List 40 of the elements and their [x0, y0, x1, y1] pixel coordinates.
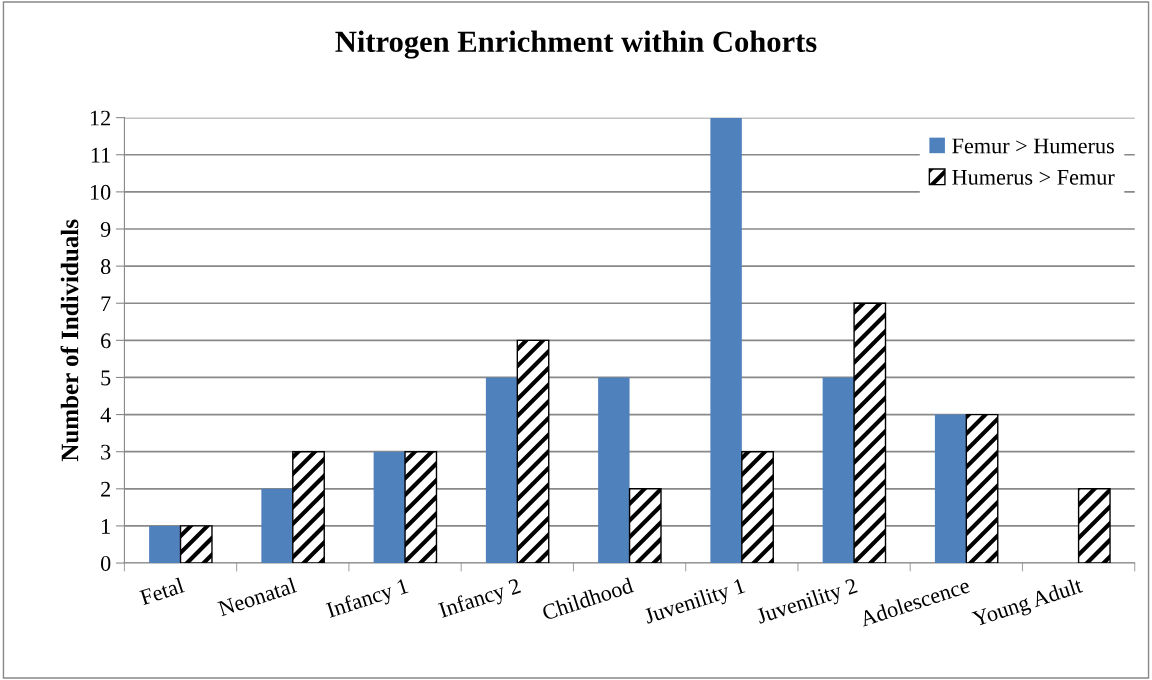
bar — [822, 377, 855, 564]
y-axis-title: Number of Individuals — [60, 219, 79, 462]
y-tick-label: 6 — [101, 333, 111, 349]
y-tick-label: 9 — [100, 221, 111, 237]
y-tick-label: 10 — [90, 184, 111, 200]
bar — [934, 414, 967, 564]
bar — [485, 377, 518, 564]
bar — [965, 413, 999, 564]
bar — [261, 488, 293, 564]
x-tick-label: Infancy 2 — [437, 577, 523, 623]
x-tick-label: Juvenility 2 — [755, 577, 860, 629]
y-tick-label: 3 — [101, 444, 111, 460]
bar — [1077, 488, 1111, 564]
bar — [179, 525, 213, 564]
y-tick-label: 11 — [91, 147, 110, 163]
y-tick-label: 5 — [101, 370, 111, 386]
bar — [516, 339, 550, 564]
bar — [404, 450, 438, 564]
bar — [741, 450, 774, 564]
y-tick-label: 12 — [90, 110, 110, 126]
chart-title: Nitrogen Enrichment within Cohorts — [335, 30, 817, 59]
y-tick-label: 4 — [100, 407, 111, 423]
bar — [628, 488, 662, 564]
x-tick-label: Fetal — [138, 577, 185, 606]
bar — [853, 302, 887, 564]
bar — [710, 117, 742, 564]
bar — [149, 525, 181, 564]
y-tick-label: 7 — [101, 296, 111, 311]
y-tick-label: 1 — [102, 518, 110, 534]
bar — [598, 377, 630, 564]
x-tick-label: Juvenility 1 — [643, 577, 747, 629]
legend-label: Femur > Humerus — [952, 138, 1114, 154]
y-tick-label: 2 — [101, 481, 110, 497]
bar — [373, 451, 406, 564]
x-tick-label: Infancy 1 — [325, 577, 411, 623]
x-tick-label: Young Adult — [971, 576, 1085, 632]
y-tick-label: 8 — [100, 259, 111, 275]
y-tick-label: 0 — [100, 555, 111, 571]
legend-label: Humerus > Femur — [952, 170, 1115, 185]
bar — [292, 450, 325, 564]
